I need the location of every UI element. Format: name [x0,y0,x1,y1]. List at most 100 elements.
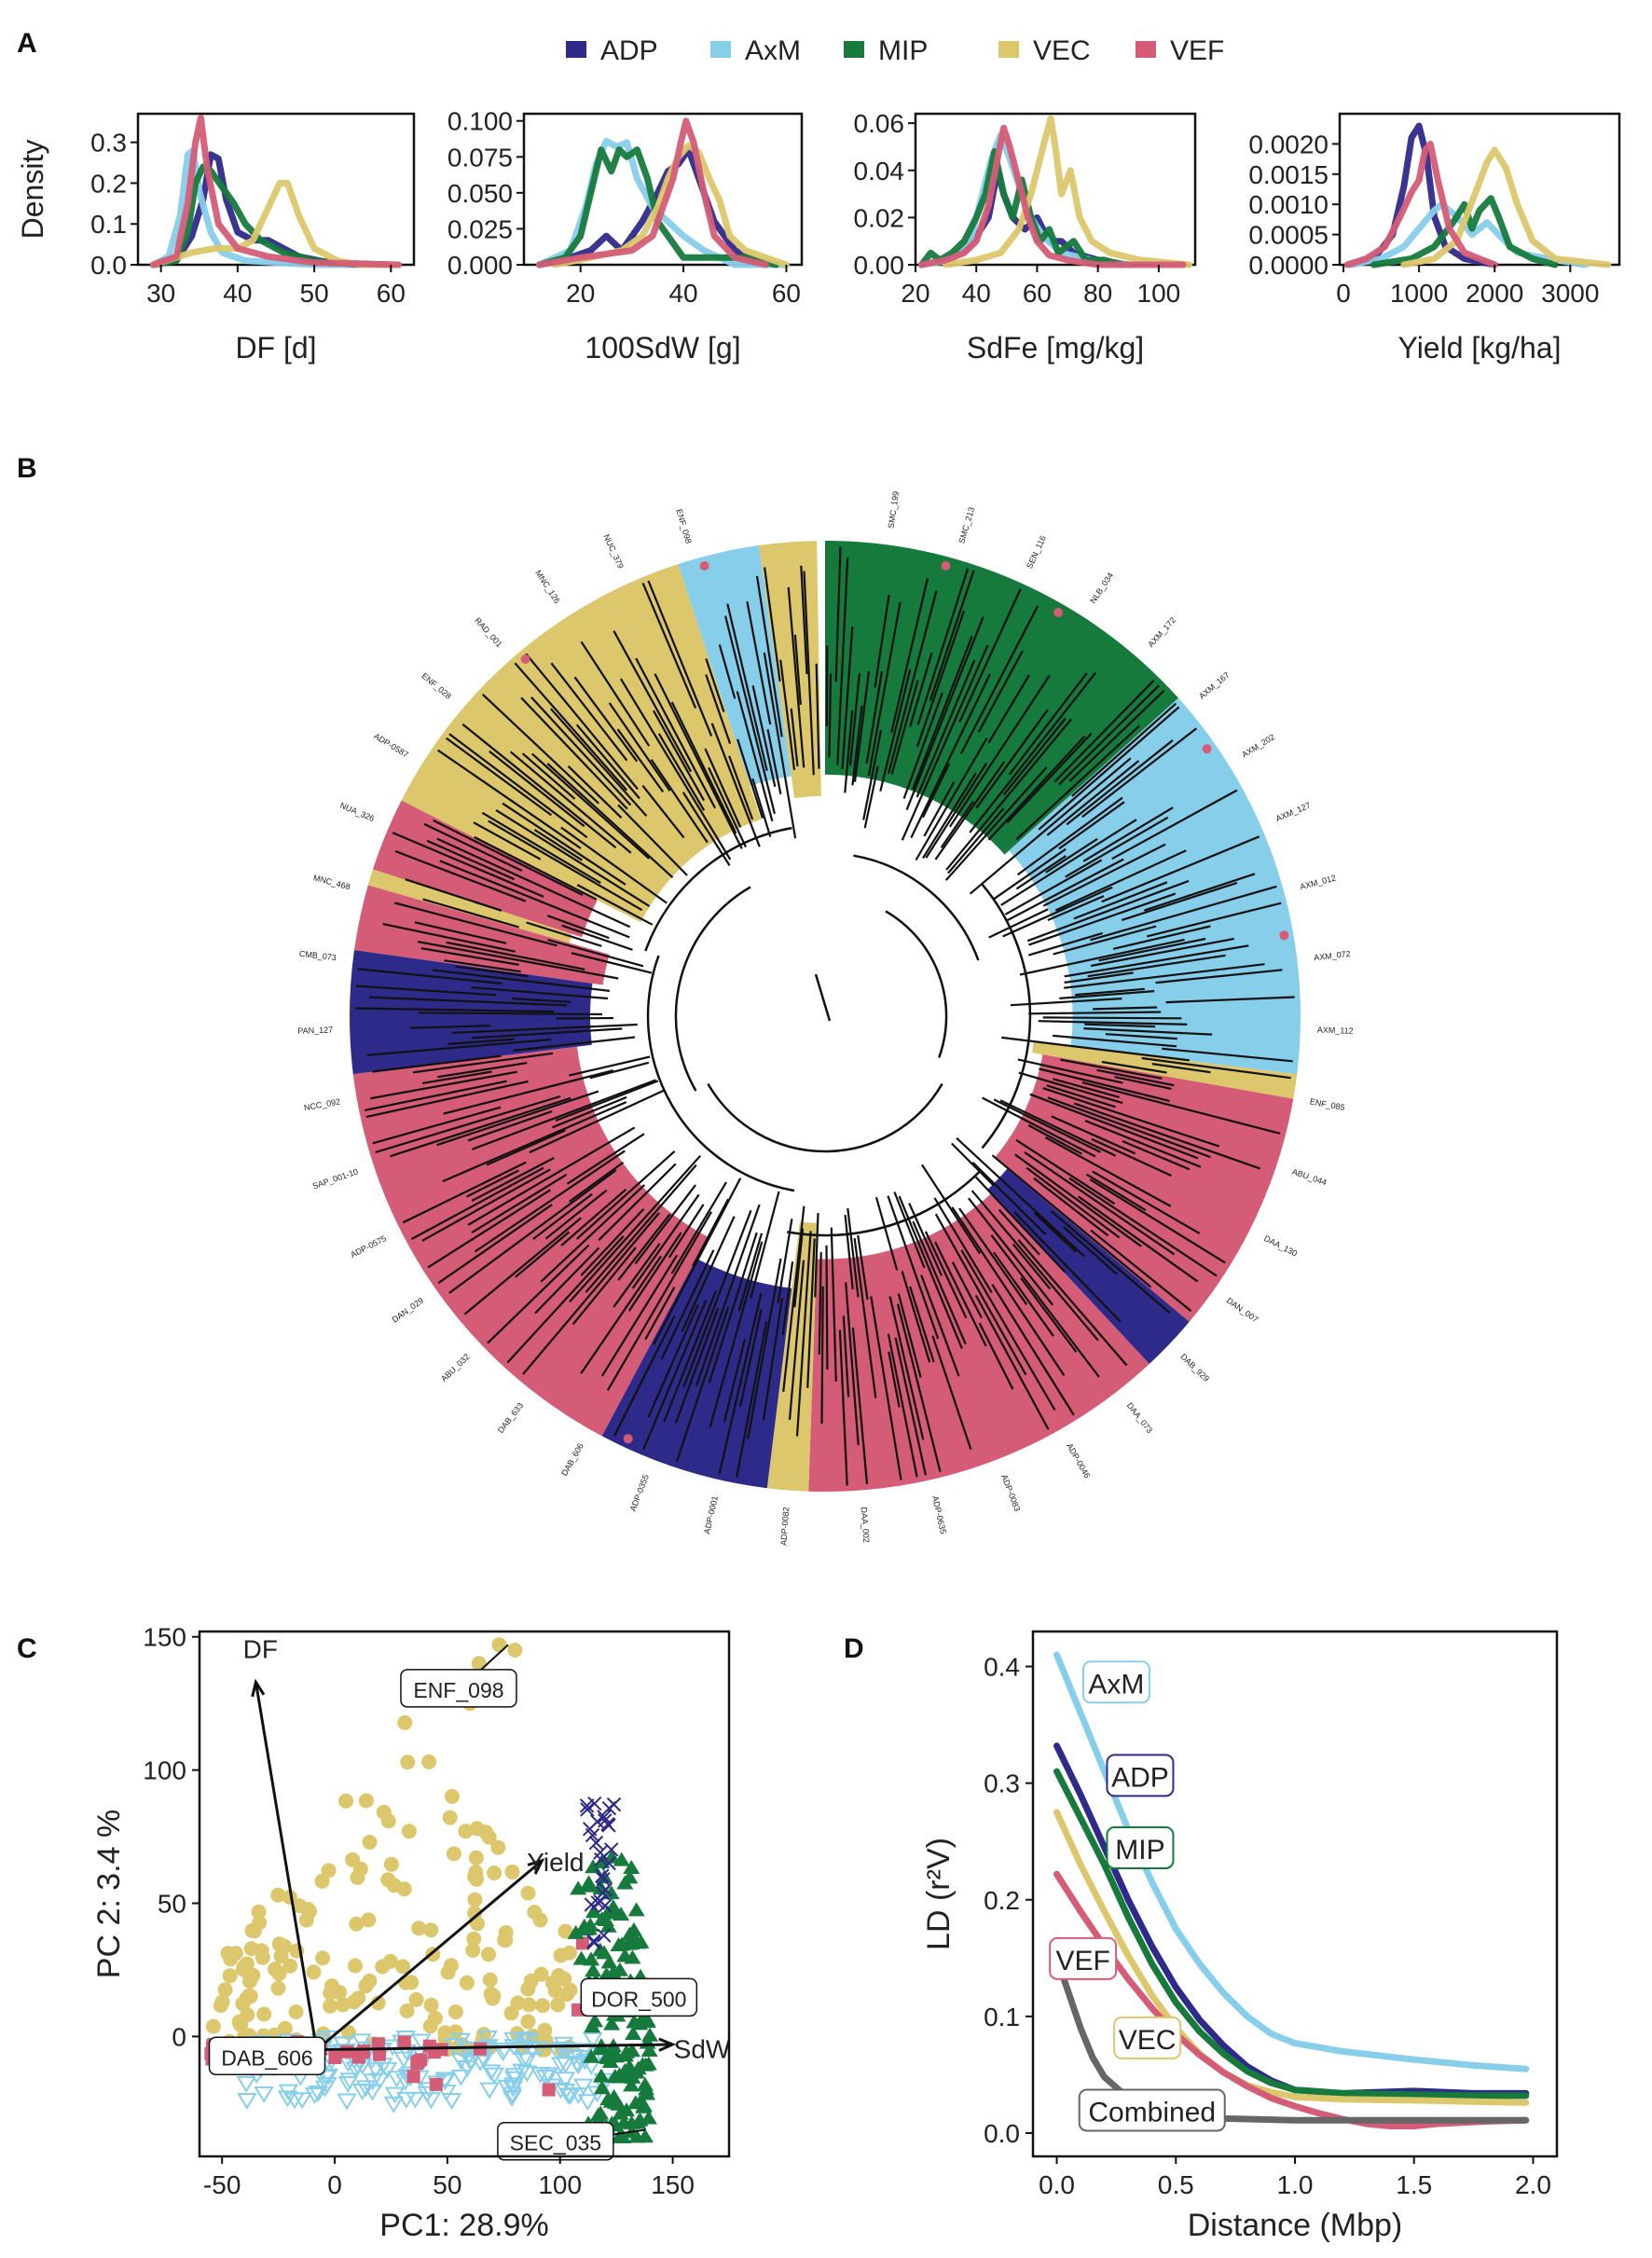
tree-branch [990,1234,1100,1378]
pca-point-vec [315,1950,331,1966]
pca-point-vec [222,1968,238,1984]
pca-point-vec [478,1824,493,1840]
tree-branch [853,1237,877,1398]
pca-point-vec [411,1921,427,1936]
tree-branch [1014,1153,1142,1247]
tree-branch [660,1249,715,1360]
tree-branch [488,819,643,912]
tree-branch [467,1126,636,1226]
tree-branch [653,709,706,802]
tree-branch [814,1212,819,1298]
y-tick-label: 0.025 [447,214,513,243]
x-tick-label: 150 [651,2170,695,2199]
tree-branch [934,1213,1027,1376]
tree-branch [580,1255,663,1374]
pca-point-axm [450,2032,471,2050]
tree-branch [782,1205,805,1393]
tree-tip-label: NLB_034 [1088,571,1115,605]
tree-tip-marker [941,561,951,571]
tree-tip-label: ADP-0083 [999,1473,1022,1512]
pca-point-mip [570,1880,587,1895]
pca-point-mip [576,1921,594,1936]
pca-point-vec [467,1892,483,1907]
tree-branch [513,1036,636,1052]
tree-tip-label: ADP-0575 [349,1233,388,1260]
pca-point-axm [369,2072,391,2090]
y-tick-label: 100 [143,1756,186,1785]
pca-point-vec [298,1912,314,1928]
ld-series-label-adp: ADP [1106,1754,1175,1797]
x-tick-label: 0.0 [1039,2170,1075,2199]
x-tick-label: 3000 [1541,279,1599,308]
tree-branch [495,808,650,907]
y-tick-label: 0.0015 [1248,160,1328,189]
tree-branch [634,1184,696,1265]
tree-branch [818,1252,822,1355]
y-tick-label: 0.000 [447,251,513,280]
pca-point-axm [377,2061,398,2079]
pca-point-axm [503,2071,525,2088]
tree-branch [375,1095,561,1154]
tree-branch [851,1328,869,1485]
ld-line-mip [1053,1768,1530,2100]
tree-branch [1012,1243,1052,1290]
pca-point-vec [510,1995,526,2011]
tree-branch [520,696,628,810]
tree-branch [1146,902,1282,938]
label-box [1081,1660,1150,1704]
ld-series-label-axm: AxM [1081,1660,1150,1704]
pca-point-mip [613,1907,630,1921]
pca-point-axm [278,2084,299,2101]
tree-node-arc [646,955,795,1192]
tree-branch [654,673,743,849]
tree-branch [511,998,571,1003]
tree-branch [402,1161,527,1224]
x-tick-label: 60 [1023,279,1052,308]
tree-node-arc [707,1082,943,1153]
tree-branch [549,708,648,817]
pca-point-adp [595,1868,610,1883]
tree-branch [951,1142,995,1187]
label-text: VEC [1119,2025,1177,2056]
pca-point-mip [583,1951,600,1966]
y-tick-label: 0.04 [854,157,905,186]
pca-point-vec [421,1754,437,1769]
pca-point-axm [383,2096,405,2113]
pca-point-vec [270,1887,286,1903]
tree-branch [790,708,799,767]
pca-point-vec [323,1998,338,2014]
tree-branch [644,1287,676,1341]
tree-branch [795,1231,812,1437]
x-tick-label: 2000 [1466,279,1523,308]
legend-label-vef: VEF [1170,35,1224,66]
panel-c-pca-biplot: DF Yield SdW ENF_098 DOR_500 DAB_606 SEC_035 -5… [91,1623,731,2243]
tree-branch [682,1209,752,1388]
label-box [1049,1936,1118,1980]
tree-branch [432,969,611,992]
tree-branch [750,1191,780,1299]
tree-branch [447,1038,515,1045]
tree-branch [710,723,761,847]
tree-tip-label: DAA_073 [1125,1400,1155,1435]
tree-branch [755,575,783,737]
pca-point-axm [355,2080,377,2098]
tree-branch [1090,937,1235,968]
pca-point-vec [288,2004,304,2019]
tree-branch [1015,724,1140,841]
pca-point-vec [467,1906,483,1921]
pca-point-vec [358,1793,374,1809]
tree-branch [1015,1138,1116,1205]
pca-point-mip [623,2077,640,2092]
label-box [1078,2088,1226,2132]
tree-branch [412,1052,554,1074]
tree-tip-label: ADP-0046 [1065,1441,1092,1480]
tree-branch [1081,727,1198,819]
tree-branch [439,860,630,939]
tree-branch [1047,895,1105,922]
tree-branch [1054,849,1187,912]
tree-branch [921,1163,982,1255]
panel-a-density-plots: 30 40 50 60 0.0 0.1 0.2 0.3 DF [d] Density 20 40 60 0… [16,107,1621,365]
tree-clade-vef [373,800,598,938]
pca-point-axm [304,2087,325,2104]
pca-point-vec [213,1998,228,2014]
